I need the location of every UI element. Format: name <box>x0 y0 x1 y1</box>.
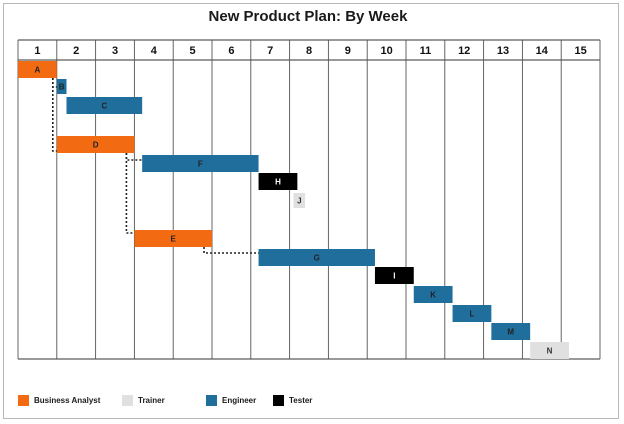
legend-swatch <box>273 394 284 406</box>
dependency-a-d <box>51 78 57 152</box>
week-label: 15 <box>574 45 586 57</box>
legend-item: Tester <box>273 393 312 407</box>
task-bar-l <box>452 305 492 322</box>
week-label: 14 <box>536 45 549 57</box>
task-bar-i <box>374 267 414 284</box>
task-label-e: E <box>171 235 177 244</box>
task-label-f: F <box>198 160 203 169</box>
week-label: 4 <box>151 45 158 57</box>
task-bar-k <box>413 286 453 303</box>
task-label-a: A <box>35 66 41 75</box>
task-bar-m <box>491 323 531 340</box>
week-label: 11 <box>420 45 432 57</box>
chart-frame <box>3 3 619 419</box>
task-label-n: N <box>547 347 553 356</box>
task-bar-e <box>134 230 212 247</box>
legend-swatch <box>206 394 217 406</box>
legend: Business Analyst Trainer Engineer Tester <box>18 393 598 407</box>
task-label-j: J <box>297 197 301 206</box>
week-label: 1 <box>34 45 40 57</box>
task-label-b: B <box>59 83 65 92</box>
week-label: 13 <box>497 45 509 57</box>
task-label-d: D <box>93 141 99 150</box>
task-bar-f <box>142 155 259 172</box>
legend-item: Trainer <box>122 393 165 407</box>
task-label-h: H <box>275 178 281 187</box>
task-bar-b <box>56 79 67 94</box>
week-label: 5 <box>190 45 196 57</box>
chart-title: New Product Plan: By Week <box>208 8 408 25</box>
legend-item: Business Analyst <box>18 393 100 407</box>
task-bar-d <box>56 136 135 153</box>
task-label-l: L <box>470 310 475 319</box>
week-label: 8 <box>306 45 312 57</box>
week-label: 3 <box>112 45 118 57</box>
legend-swatch <box>122 394 133 406</box>
legend-label: Tester <box>289 395 313 405</box>
week-label: 6 <box>228 45 234 57</box>
task-label-k: K <box>430 291 436 300</box>
legend-label: Trainer <box>138 395 165 405</box>
week-label: 12 <box>458 45 470 57</box>
dependency-e-g <box>203 247 259 254</box>
task-bar-h <box>258 173 298 190</box>
task-label-m: M <box>507 328 514 337</box>
task-bar-g <box>258 249 375 266</box>
dependency-d-f <box>125 153 143 161</box>
legend-swatch <box>18 394 29 406</box>
week-label: 7 <box>267 45 273 57</box>
dependency-d-e <box>125 153 135 234</box>
legend-label: Engineer <box>222 395 257 405</box>
task-label-g: G <box>314 254 320 263</box>
week-label: 9 <box>345 45 351 57</box>
task-bar-a <box>18 61 57 78</box>
task-label-c: C <box>101 102 107 111</box>
task-bar-j <box>293 193 306 208</box>
task-bar-n <box>530 342 569 359</box>
legend-item: Engineer <box>206 393 256 407</box>
task-label-i: I <box>393 272 395 281</box>
week-label: 10 <box>380 45 392 57</box>
task-bar-c <box>66 97 143 114</box>
legend-label: Business Analyst <box>34 395 101 405</box>
week-label: 2 <box>73 45 79 57</box>
